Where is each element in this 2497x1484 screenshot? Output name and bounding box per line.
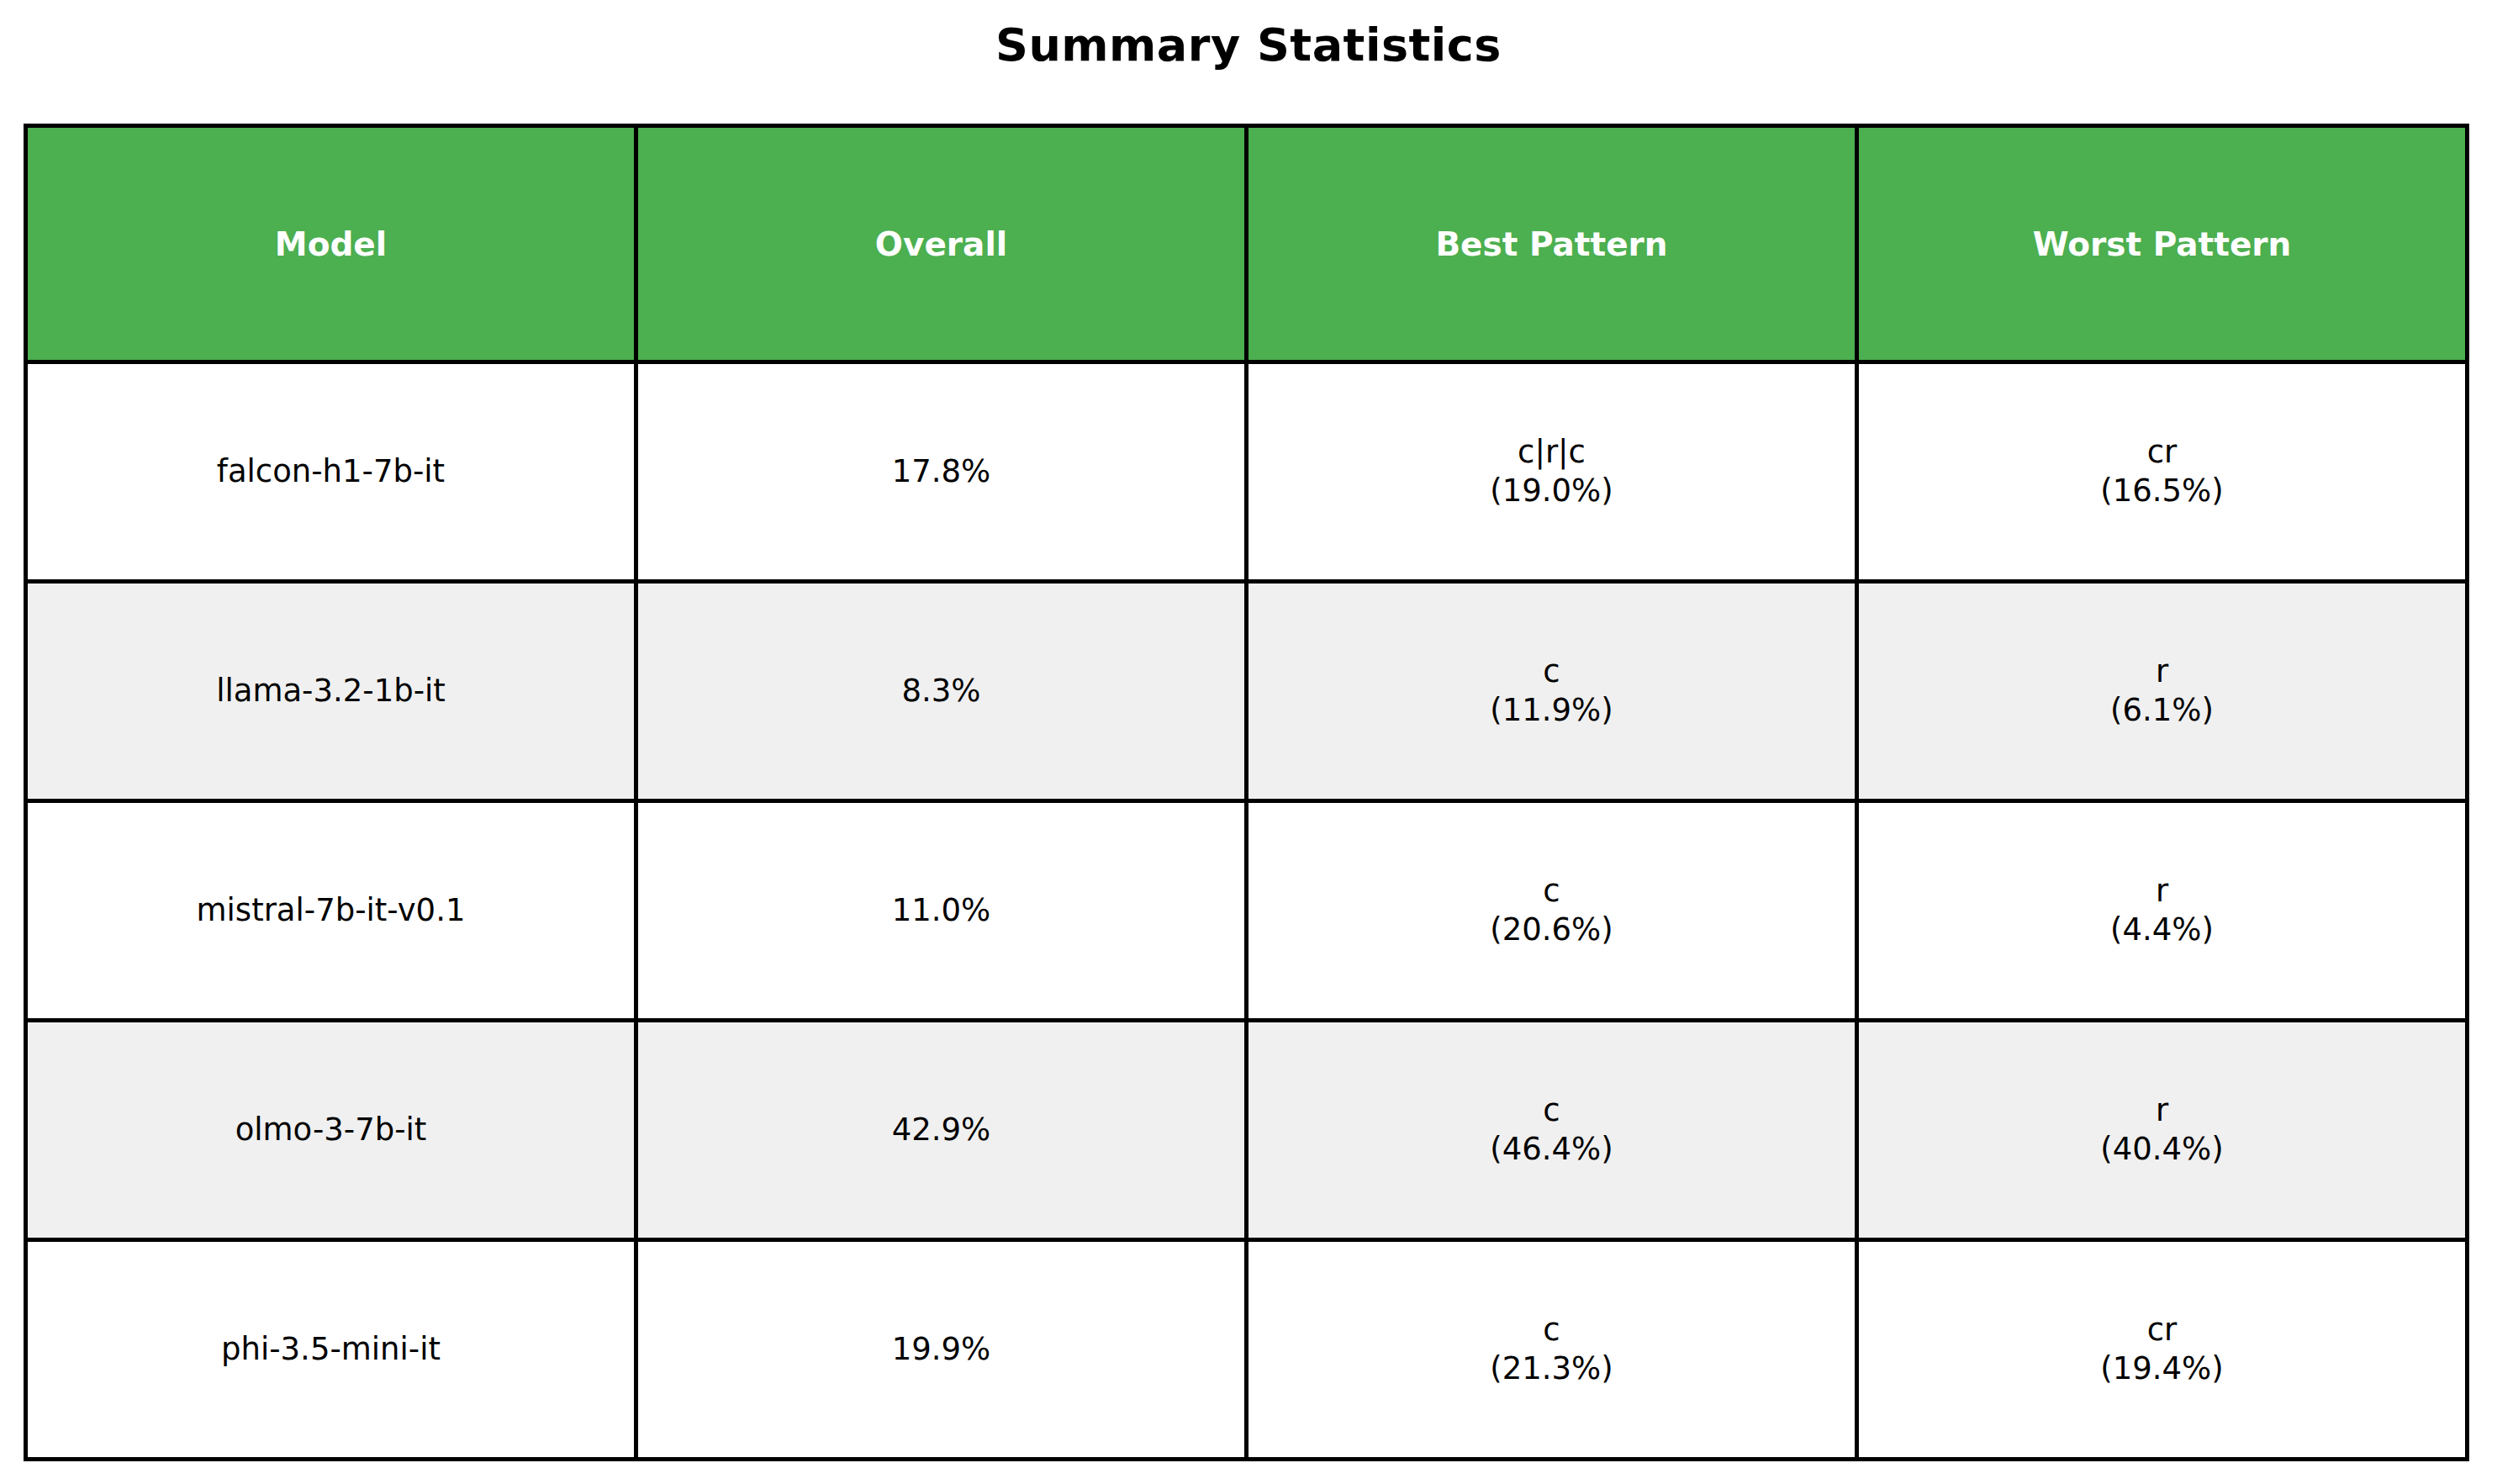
cell-best-pattern: c (46.4%) bbox=[1247, 1021, 1857, 1240]
cell-worst-pattern: cr (16.5%) bbox=[1857, 362, 2468, 582]
cell-overall: 42.9% bbox=[636, 1021, 1247, 1240]
summary-table: Model Overall Best Pattern Worst Pattern… bbox=[24, 124, 2469, 1461]
best-pattern-value: (46.4%) bbox=[1248, 1130, 1855, 1169]
worst-pattern-value: (6.1%) bbox=[1859, 691, 2465, 730]
worst-pattern-label: r bbox=[1859, 872, 2465, 911]
cell-worst-pattern: cr (19.4%) bbox=[1857, 1240, 2468, 1460]
cell-best-pattern: c (20.6%) bbox=[1247, 801, 1857, 1021]
cell-model: phi-3.5-mini-it bbox=[26, 1240, 636, 1460]
worst-pattern-label: cr bbox=[1859, 1311, 2465, 1349]
cell-overall: 19.9% bbox=[636, 1240, 1247, 1460]
worst-pattern-label: r bbox=[1859, 652, 2465, 691]
table-body: falcon-h1-7b-it 17.8% c|r|c (19.0%) cr (… bbox=[26, 362, 2468, 1460]
cell-best-pattern: c (11.9%) bbox=[1247, 582, 1857, 801]
table-row: olmo-3-7b-it 42.9% c (46.4%) r (40.4%) bbox=[26, 1021, 2468, 1240]
best-pattern-value: (21.3%) bbox=[1248, 1349, 1855, 1388]
cell-model: llama-3.2-1b-it bbox=[26, 582, 636, 801]
header-overall: Overall bbox=[636, 126, 1247, 362]
worst-pattern-value: (40.4%) bbox=[1859, 1130, 2465, 1169]
cell-model: mistral-7b-it-v0.1 bbox=[26, 801, 636, 1021]
table-row: mistral-7b-it-v0.1 11.0% c (20.6%) r (4.… bbox=[26, 801, 2468, 1021]
header-worst-pattern: Worst Pattern bbox=[1857, 126, 2468, 362]
table-row: phi-3.5-mini-it 19.9% c (21.3%) cr (19.4… bbox=[26, 1240, 2468, 1460]
cell-model: falcon-h1-7b-it bbox=[26, 362, 636, 582]
table-header: Model Overall Best Pattern Worst Pattern bbox=[26, 126, 2468, 362]
cell-overall: 8.3% bbox=[636, 582, 1247, 801]
cell-model: olmo-3-7b-it bbox=[26, 1021, 636, 1240]
page-title: Summary Statistics bbox=[0, 18, 2497, 71]
header-best-pattern: Best Pattern bbox=[1247, 126, 1857, 362]
cell-worst-pattern: r (4.4%) bbox=[1857, 801, 2468, 1021]
cell-worst-pattern: r (40.4%) bbox=[1857, 1021, 2468, 1240]
best-pattern-value: (20.6%) bbox=[1248, 911, 1855, 949]
best-pattern-label: c bbox=[1248, 1311, 1855, 1349]
cell-best-pattern: c|r|c (19.0%) bbox=[1247, 362, 1857, 582]
best-pattern-label: c bbox=[1248, 652, 1855, 691]
cell-worst-pattern: r (6.1%) bbox=[1857, 582, 2468, 801]
worst-pattern-value: (19.4%) bbox=[1859, 1349, 2465, 1388]
best-pattern-label: c|r|c bbox=[1248, 433, 1855, 472]
best-pattern-value: (11.9%) bbox=[1248, 691, 1855, 730]
cell-overall: 11.0% bbox=[636, 801, 1247, 1021]
best-pattern-label: c bbox=[1248, 1091, 1855, 1130]
best-pattern-label: c bbox=[1248, 872, 1855, 911]
table-row: llama-3.2-1b-it 8.3% c (11.9%) r (6.1%) bbox=[26, 582, 2468, 801]
worst-pattern-label: r bbox=[1859, 1091, 2465, 1130]
figure-canvas: Summary Statistics Model Overall Best Pa… bbox=[0, 0, 2497, 1484]
worst-pattern-label: cr bbox=[1859, 433, 2465, 472]
table-row: falcon-h1-7b-it 17.8% c|r|c (19.0%) cr (… bbox=[26, 362, 2468, 582]
worst-pattern-value: (16.5%) bbox=[1859, 472, 2465, 510]
cell-best-pattern: c (21.3%) bbox=[1247, 1240, 1857, 1460]
header-row: Model Overall Best Pattern Worst Pattern bbox=[26, 126, 2468, 362]
cell-overall: 17.8% bbox=[636, 362, 1247, 582]
best-pattern-value: (19.0%) bbox=[1248, 472, 1855, 510]
worst-pattern-value: (4.4%) bbox=[1859, 911, 2465, 949]
header-model: Model bbox=[26, 126, 636, 362]
